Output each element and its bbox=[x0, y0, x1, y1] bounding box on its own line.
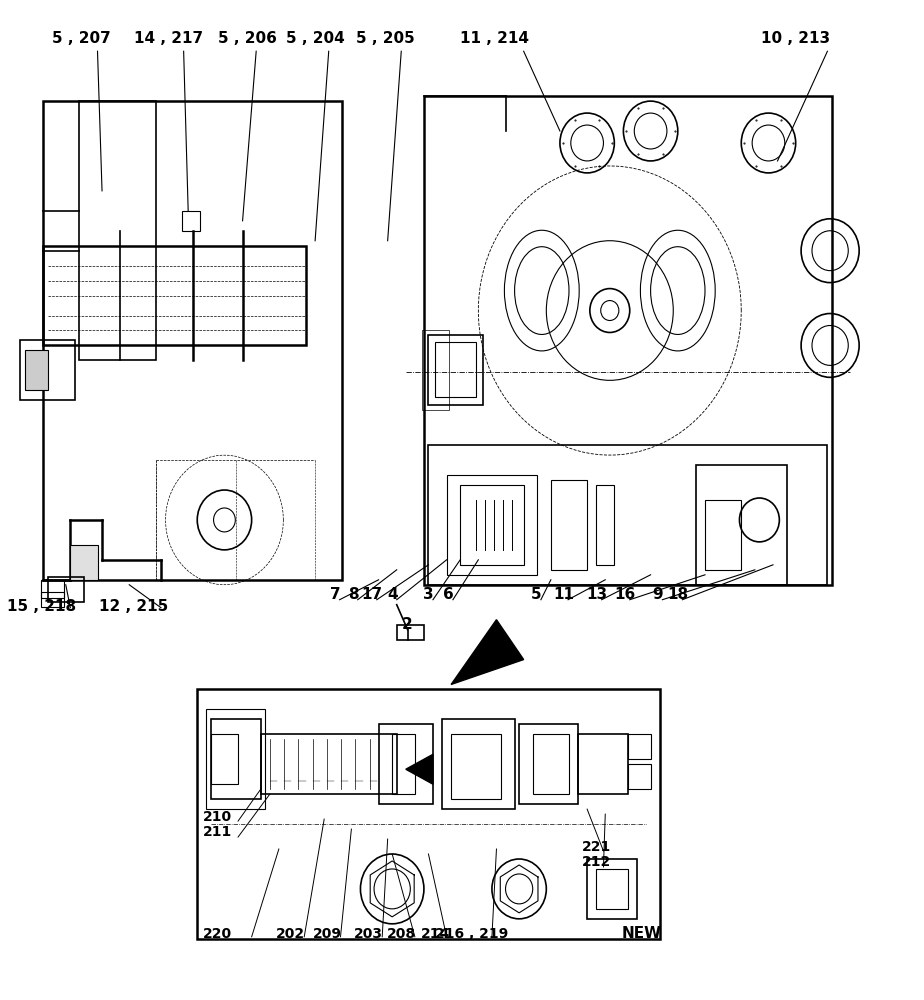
Text: 11: 11 bbox=[553, 587, 574, 602]
Bar bbox=[20, 340, 75, 400]
Text: 12 , 215: 12 , 215 bbox=[99, 599, 168, 614]
Bar bbox=[596, 869, 628, 909]
Bar bbox=[48, 577, 84, 602]
Bar bbox=[429, 335, 483, 405]
Text: 214: 214 bbox=[421, 927, 450, 941]
Text: 18: 18 bbox=[667, 587, 688, 602]
Text: 4: 4 bbox=[387, 587, 397, 602]
Bar bbox=[628, 734, 650, 759]
Text: 8: 8 bbox=[347, 587, 359, 602]
Text: 202: 202 bbox=[276, 927, 305, 941]
Text: 10 , 213: 10 , 213 bbox=[761, 31, 831, 46]
Bar bbox=[429, 445, 827, 585]
Text: 221: 221 bbox=[581, 840, 611, 854]
Bar bbox=[79, 101, 156, 360]
Text: 211: 211 bbox=[202, 825, 232, 839]
Bar bbox=[460, 485, 524, 565]
Text: 11 , 214: 11 , 214 bbox=[460, 31, 529, 46]
Text: 13: 13 bbox=[587, 587, 608, 602]
Bar bbox=[446, 475, 537, 575]
Bar bbox=[696, 465, 786, 585]
Text: 5 , 205: 5 , 205 bbox=[356, 31, 414, 46]
Bar bbox=[422, 330, 449, 410]
Bar bbox=[206, 709, 265, 809]
Text: NEW: NEW bbox=[622, 926, 662, 941]
Polygon shape bbox=[451, 620, 524, 684]
Bar bbox=[42, 592, 64, 607]
Bar bbox=[533, 734, 569, 794]
Text: 2: 2 bbox=[402, 617, 413, 632]
Bar bbox=[451, 734, 501, 799]
Bar bbox=[442, 719, 515, 809]
Bar bbox=[596, 485, 614, 565]
Bar bbox=[396, 625, 424, 640]
Text: 3: 3 bbox=[423, 587, 433, 602]
Text: 209: 209 bbox=[312, 927, 341, 941]
Bar bbox=[211, 734, 238, 784]
Text: 6: 6 bbox=[443, 587, 454, 602]
Text: 216 , 219: 216 , 219 bbox=[435, 927, 508, 941]
Text: 17: 17 bbox=[361, 587, 383, 602]
Bar bbox=[182, 211, 200, 231]
Bar bbox=[392, 734, 415, 794]
Text: 208: 208 bbox=[386, 927, 416, 941]
Text: 212: 212 bbox=[581, 855, 611, 869]
Text: 5: 5 bbox=[531, 587, 541, 602]
Bar bbox=[587, 859, 637, 919]
Bar bbox=[435, 342, 476, 397]
Bar bbox=[578, 734, 628, 794]
Text: 203: 203 bbox=[354, 927, 383, 941]
Text: 7: 7 bbox=[330, 587, 340, 602]
Bar bbox=[424, 96, 832, 585]
Text: 16: 16 bbox=[614, 587, 636, 602]
Bar bbox=[551, 480, 587, 570]
Polygon shape bbox=[406, 754, 433, 784]
Bar bbox=[211, 719, 261, 799]
Bar bbox=[197, 689, 660, 939]
Bar bbox=[628, 764, 650, 789]
Text: 15 , 218: 15 , 218 bbox=[6, 599, 76, 614]
Bar bbox=[70, 545, 98, 580]
Text: 220: 220 bbox=[202, 927, 232, 941]
Bar bbox=[43, 246, 306, 345]
Bar bbox=[379, 724, 433, 804]
Bar bbox=[705, 500, 741, 570]
Text: 210: 210 bbox=[202, 810, 232, 824]
Bar bbox=[42, 580, 64, 598]
Text: 5 , 206: 5 , 206 bbox=[218, 31, 276, 46]
Text: 5 , 207: 5 , 207 bbox=[52, 31, 111, 46]
Text: 5 , 204: 5 , 204 bbox=[286, 31, 345, 46]
Bar bbox=[43, 101, 342, 580]
Bar bbox=[25, 350, 48, 390]
Text: 14 , 217: 14 , 217 bbox=[134, 31, 202, 46]
Text: 9: 9 bbox=[652, 587, 663, 602]
Bar bbox=[519, 724, 578, 804]
Bar bbox=[261, 734, 396, 794]
